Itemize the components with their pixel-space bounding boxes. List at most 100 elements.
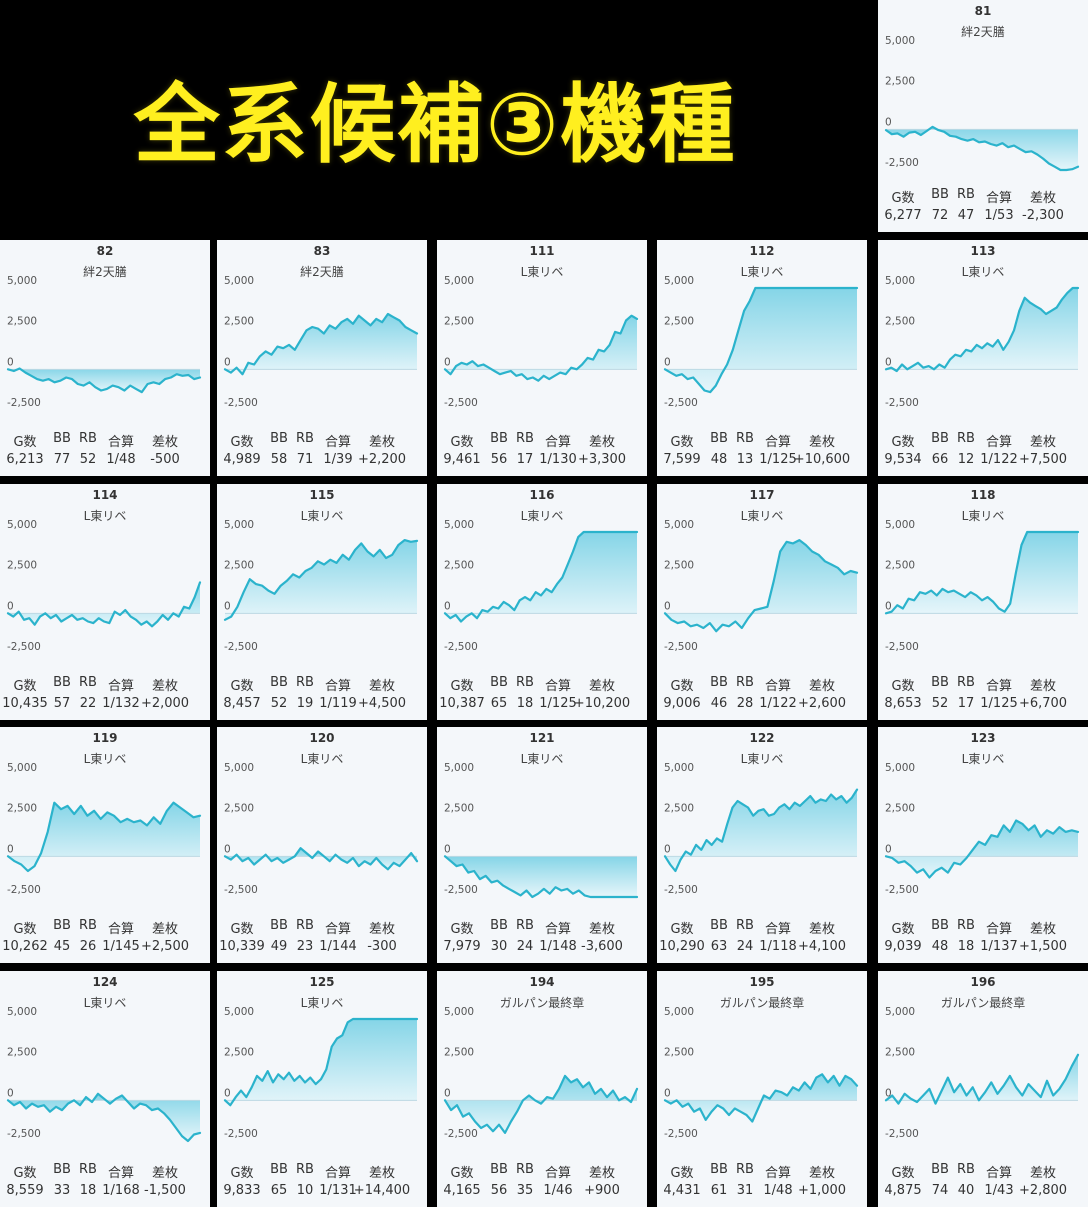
series-line: [443, 314, 639, 382]
chart-card-124[interactable]: 124 L東リベ 5,000 2,500 0 -2,500 G数 BB RB 合算 差枚 8,559 3…: [0, 971, 210, 1207]
stat-header: 差枚: [588, 679, 616, 694]
stat-header: 差枚: [588, 1166, 616, 1181]
chart-card-196[interactable]: 196 ガルパン最終章 5,000 2,500 0 -2,500 G数 BB RB 合算 差枚 4,8…: [878, 971, 1088, 1207]
stat-header: G数: [670, 679, 694, 694]
chart-card-195[interactable]: 195 ガルパン最終章 5,000 2,500 0 -2,500 G数 BB RB 合算 差枚 4,4…: [657, 971, 867, 1207]
machine-name: L東リベ: [520, 265, 564, 279]
stat-value: 10: [296, 1183, 314, 1198]
difference-chart: 5,000 2,500 0 -2,500: [884, 35, 1080, 172]
stat-header: BB: [270, 675, 288, 690]
chart-card-113[interactable]: 113 L東リベ 5,000 2,500 0 -2,500 G数 BB RB 合算 差枚 9,534 6…: [878, 240, 1088, 476]
series-line: [223, 312, 419, 376]
stat-value: 13: [736, 452, 754, 467]
stat-value: 1/130: [539, 452, 577, 467]
y-tick-label: 5,000: [224, 519, 254, 531]
chart-card-194[interactable]: 194 ガルパン最終章 5,000 2,500 0 -2,500 G数 BB RB 合算 差枚 4,1…: [437, 971, 647, 1207]
chart-card-111[interactable]: 111 L東リベ 5,000 2,500 0 -2,500 G数 BB RB 合算 差枚 9,461 5…: [437, 240, 647, 476]
y-tick-label: 2,500: [664, 803, 694, 815]
stat-value: 18: [516, 696, 534, 711]
machine-number: 112: [749, 244, 775, 258]
stat-value: 1/148: [539, 939, 577, 954]
difference-chart: 5,000 2,500 0 -2,500: [663, 519, 859, 653]
chart-card-115[interactable]: 115 L東リベ 5,000 2,500 0 -2,500 G数 BB RB 合算 差枚 8,457 5…: [217, 484, 427, 720]
stat-value: +2,800: [1018, 1183, 1068, 1198]
stat-value: 4,165: [443, 1183, 481, 1198]
stat-header: BB: [931, 918, 949, 933]
chart-card-114[interactable]: 114 L東リベ 5,000 2,500 0 -2,500 G数 BB RB 合算 差枚 10,435…: [0, 484, 210, 720]
stat-header: RB: [736, 431, 754, 446]
stat-header: BB: [53, 431, 71, 446]
chart-card-81[interactable]: 81 絆2天膳 5,000 2,500 0 -2,500 G数 BB RB 合算 差枚 6,277 72…: [878, 0, 1088, 232]
y-tick-label: 2,500: [224, 803, 254, 815]
area-fill: [886, 288, 1078, 371]
stat-value: 1/122: [980, 452, 1018, 467]
machine-number: 83: [313, 244, 331, 258]
y-tick-label: 0: [664, 843, 671, 855]
stat-value: 6,213: [6, 452, 44, 467]
chart-card-119[interactable]: 119 L東リベ 5,000 2,500 0 -2,500 G数 BB RB 合算 差枚 10,262…: [0, 727, 210, 963]
stat-header: 差枚: [368, 922, 396, 937]
stat-value: 1/48: [763, 1183, 793, 1198]
stat-value: 9,534: [884, 452, 922, 467]
difference-chart: 5,000 2,500 0 -2,500: [6, 1006, 202, 1143]
y-tick-label: 5,000: [444, 1006, 474, 1018]
stat-header: G数: [891, 679, 915, 694]
stat-header: BB: [931, 431, 949, 446]
stat-value: 1/125: [539, 696, 577, 711]
stat-header: RB: [957, 918, 975, 933]
stat-value: 7,599: [663, 452, 701, 467]
y-tick-label: 2,500: [444, 316, 474, 328]
stat-value: 9,006: [663, 696, 701, 711]
y-tick-label: 5,000: [444, 275, 474, 287]
chart-card-82[interactable]: 82 絆2天膳 5,000 2,500 0 -2,500 G数 BB RB 合算 差枚 6,213 77…: [0, 240, 210, 476]
stat-value: 19: [296, 696, 314, 711]
stat-header: 合算: [985, 922, 1013, 937]
stat-value: 24: [516, 939, 534, 954]
stat-value: 66: [931, 452, 949, 467]
stat-header: BB: [270, 918, 288, 933]
chart-card-116[interactable]: 116 L東リベ 5,000 2,500 0 -2,500 G数 BB RB 合算 差枚 10,387…: [437, 484, 647, 720]
machine-number: 114: [92, 488, 118, 502]
stat-value: +900: [584, 1183, 620, 1198]
stat-value: 1/137: [980, 939, 1018, 954]
chart-card-117[interactable]: 117 L東リベ 5,000 2,500 0 -2,500 G数 BB RB 合算 差枚 9,006 4…: [657, 484, 867, 720]
stat-value: 10,290: [659, 939, 705, 954]
machine-name: L東リベ: [961, 752, 1005, 766]
stat-value: 9,833: [223, 1183, 261, 1198]
stat-header: G数: [230, 435, 254, 450]
chart-card-120[interactable]: 120 L東リベ 5,000 2,500 0 -2,500 G数 BB RB 合算 差枚 10,339…: [217, 727, 427, 963]
y-tick-label: 5,000: [7, 519, 37, 531]
difference-chart: 5,000 2,500 0 -2,500: [884, 1006, 1080, 1140]
y-tick-label: 2,500: [7, 316, 37, 328]
stat-value: 23: [296, 939, 314, 954]
area-fill: [886, 532, 1078, 614]
stat-header: 差枚: [368, 435, 396, 450]
stat-value: 56: [490, 452, 508, 467]
machine-name: L東リベ: [961, 265, 1005, 279]
chart-card-118[interactable]: 118 L東リベ 5,000 2,500 0 -2,500 G数 BB RB 合算 差枚 8,653 5…: [878, 484, 1088, 720]
area-fill: [225, 314, 417, 375]
stat-header: RB: [296, 675, 314, 690]
stat-value: 30: [490, 939, 508, 954]
machine-number: 122: [749, 731, 775, 745]
chart-card-123[interactable]: 123 L東リベ 5,000 2,500 0 -2,500 G数 BB RB 合算 差枚 9,039 4…: [878, 727, 1088, 963]
chart-card-125[interactable]: 125 L東リベ 5,000 2,500 0 -2,500 G数 BB RB 合算 差枚 9,833 6…: [217, 971, 427, 1207]
chart-card-121[interactable]: 121 L東リベ 5,000 2,500 0 -2,500 G数 BB RB 合算 差枚 7,979 3…: [437, 727, 647, 963]
stat-header: 合算: [544, 679, 572, 694]
difference-chart: 5,000 2,500 0 -2,500: [6, 275, 202, 409]
difference-chart: 5,000 2,500 0 -2,500: [6, 762, 202, 896]
chart-card-122[interactable]: 122 L東リベ 5,000 2,500 0 -2,500 G数 BB RB 合算 差枚 10,290…: [657, 727, 867, 963]
machine-number: 121: [529, 731, 555, 745]
stat-header: 合算: [764, 435, 792, 450]
stat-header: 合算: [985, 1166, 1013, 1181]
stat-value: 10,339: [219, 939, 265, 954]
series-line: [443, 1074, 639, 1134]
y-tick-label: 5,000: [224, 762, 254, 774]
y-tick-label: -2,500: [885, 1128, 919, 1140]
stat-value: 72: [931, 208, 949, 223]
stat-value: 57: [53, 696, 71, 711]
chart-card-112[interactable]: 112 L東リベ 5,000 2,500 0 -2,500 G数 BB RB 合算 差枚 7,599 4…: [657, 240, 867, 476]
chart-card-83[interactable]: 83 絆2天膳 5,000 2,500 0 -2,500 G数 BB RB 合算 差枚 4,989 58…: [217, 240, 427, 476]
stat-header: G数: [13, 922, 37, 937]
stat-header: RB: [79, 918, 97, 933]
